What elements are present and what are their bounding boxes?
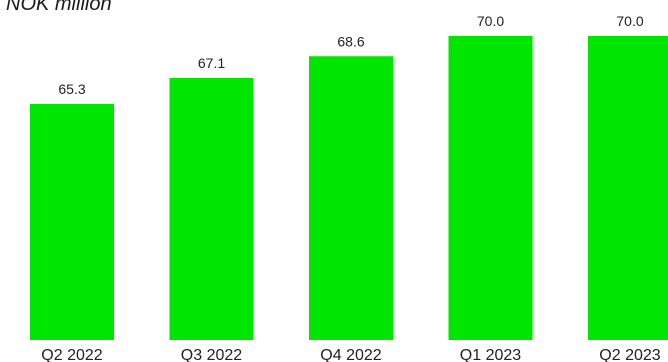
bar-q4-2022 [309,56,393,341]
data-label: 67.1 [198,55,225,71]
data-label: 68.6 [337,33,364,49]
x-tick-label: Q3 2022 [181,347,242,362]
x-tick-label: Q2 2023 [599,347,660,362]
bar-q2-2023 [588,36,668,340]
bar-q3-2022 [169,77,254,340]
x-tick-label: Q4 2022 [320,347,381,362]
bar-q2-2022 [30,104,114,340]
x-tick-label: Q1 2023 [460,347,521,362]
data-label: 65.3 [58,81,85,97]
bar-q1-2023 [448,36,533,340]
unit-label: NOK million [6,0,112,15]
data-label: 70.0 [616,13,643,29]
x-tick-label: Q2 2022 [41,347,102,362]
data-label: 70.0 [477,13,504,29]
